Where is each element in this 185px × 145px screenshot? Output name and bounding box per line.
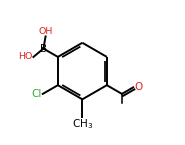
Text: CH$_3$: CH$_3$ bbox=[72, 117, 93, 131]
Text: OH: OH bbox=[39, 27, 53, 36]
Text: B: B bbox=[40, 44, 47, 54]
Text: HO: HO bbox=[18, 52, 33, 61]
Text: O: O bbox=[134, 82, 142, 92]
Text: Cl: Cl bbox=[32, 89, 42, 99]
